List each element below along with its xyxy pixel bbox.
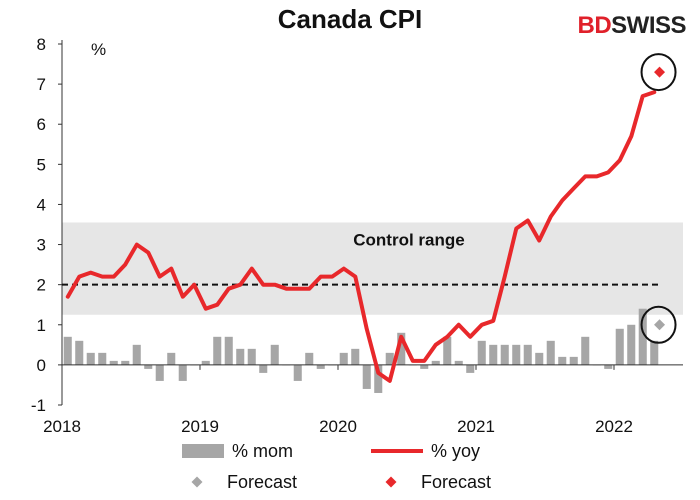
legend-swatch-forecast	[191, 476, 203, 488]
mom-bar	[75, 340, 84, 365]
mom-bar	[650, 340, 659, 365]
mom-bar	[109, 360, 118, 365]
mom-bar	[293, 364, 302, 381]
mom-bar	[615, 328, 624, 365]
mom-bar	[535, 352, 544, 365]
control-range-label: Control range	[353, 231, 464, 250]
x-tick-label: 2019	[181, 417, 219, 436]
legend-label-mom: % mom	[232, 441, 293, 461]
mom-bar	[247, 348, 256, 365]
logo-swiss: SWISS	[611, 12, 686, 39]
mom-bar	[443, 336, 452, 365]
y-axis-unit-label: %	[91, 40, 106, 59]
y-tick-label: 3	[37, 236, 46, 255]
mom-bar	[236, 348, 245, 365]
mom-bar	[270, 344, 279, 365]
mom-bar	[500, 344, 509, 365]
mom-bar	[201, 360, 210, 365]
forecast-highlight-circle	[640, 305, 677, 344]
forecast-mom-marker	[654, 319, 666, 331]
y-tick-label: 7	[37, 75, 46, 94]
logo-bd: BD	[577, 12, 612, 39]
x-tick-label: 2021	[457, 417, 495, 436]
mom-bar	[466, 364, 475, 373]
mom-bar	[581, 336, 590, 365]
mom-bar	[604, 364, 613, 369]
mom-bar	[374, 364, 383, 393]
mom-bar	[305, 352, 314, 365]
y-tick-label: 8	[37, 35, 46, 54]
mom-bar	[385, 352, 394, 365]
mom-bar	[558, 356, 567, 365]
mom-bar	[362, 364, 371, 389]
legend-label-yoy: % yoy	[431, 441, 480, 461]
mom-bar	[213, 336, 222, 365]
legend-label-forecast: Forecast	[227, 472, 297, 492]
legend-swatch-forecast	[385, 476, 397, 488]
mom-bar	[477, 340, 486, 365]
y-tick-label: 2	[37, 276, 46, 295]
mom-bar	[144, 364, 153, 369]
mom-bar	[512, 344, 521, 365]
forecast-yoy-marker	[654, 66, 666, 78]
mom-bar	[546, 340, 555, 365]
legend-swatch-mom	[182, 444, 224, 458]
mom-bar	[132, 344, 141, 365]
mom-bar	[121, 360, 130, 365]
mom-bar	[86, 352, 95, 365]
forecast-highlight-circle	[640, 53, 677, 92]
yoy-line	[65, 90, 657, 383]
x-tick-label: 2022	[595, 417, 633, 436]
mom-bar	[63, 336, 72, 365]
legend-label-forecast: Forecast	[421, 472, 491, 492]
mom-bar	[178, 364, 187, 381]
y-tick-label: 4	[37, 195, 46, 214]
chart-title: Canada CPI	[277, 4, 423, 34]
y-tick-label: 1	[37, 316, 46, 335]
mom-bar	[431, 360, 440, 365]
mom-bar	[351, 348, 360, 365]
mom-bar	[316, 364, 325, 369]
brand-logo: BDSWISS	[577, 12, 686, 40]
mom-bar	[420, 364, 429, 369]
mom-bar	[397, 332, 406, 365]
x-tick-label: 2020	[319, 417, 357, 436]
mom-bar	[98, 352, 107, 365]
mom-bar	[638, 308, 647, 365]
mom-bar	[489, 344, 498, 365]
mom-bar	[523, 344, 532, 365]
y-tick-label: -1	[31, 396, 46, 415]
mom-bar	[224, 336, 233, 365]
mom-bar	[627, 324, 636, 365]
mom-bar	[167, 352, 176, 365]
mom-bar	[569, 356, 578, 365]
mom-bar	[454, 360, 463, 365]
control-range-band	[62, 222, 683, 315]
x-tick-label: 2018	[43, 417, 81, 436]
y-tick-label: 5	[37, 155, 46, 174]
y-tick-label: 6	[37, 115, 46, 134]
mom-bar	[339, 352, 348, 365]
y-tick-label: 0	[37, 356, 46, 375]
mom-bar	[155, 364, 164, 381]
mom-bar	[259, 364, 268, 373]
